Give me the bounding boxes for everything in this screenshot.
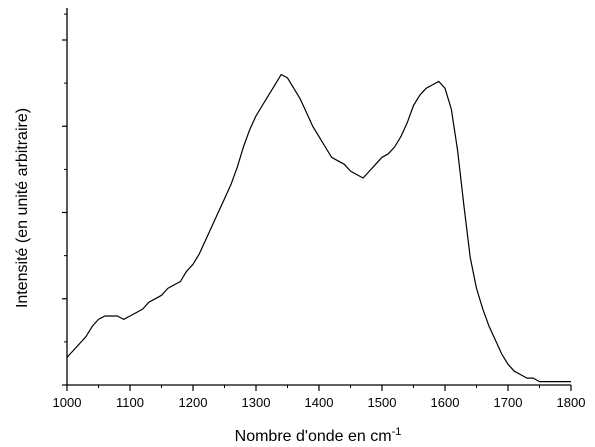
plot-area [66, 73, 571, 383]
x-tick-label: 1100 [116, 395, 144, 410]
spectrum-line [66, 73, 571, 383]
y-axis-title: Intensité (en unité arbitraire) [14, 108, 31, 308]
x-tick-label: 1700 [494, 395, 523, 410]
x-tick-label: 1800 [557, 395, 586, 410]
x-tick-label: 1000 [53, 395, 82, 410]
x-tick-label: 1600 [431, 395, 460, 410]
x-tick-label: 1400 [305, 395, 334, 410]
x-axis-title: Nombre d'onde en cm-1 [235, 426, 402, 445]
x-tick-label: 1500 [368, 395, 397, 410]
x-axis-ticks: 1000 1100 1200 1300 1400 1500 1600 1700 1800 [53, 385, 586, 410]
x-tick-label: 1300 [242, 395, 271, 410]
x-axis-title-superscript: -1 [392, 426, 402, 438]
x-tick-label: 1200 [179, 395, 208, 410]
y-axis-ticks [62, 13, 67, 386]
